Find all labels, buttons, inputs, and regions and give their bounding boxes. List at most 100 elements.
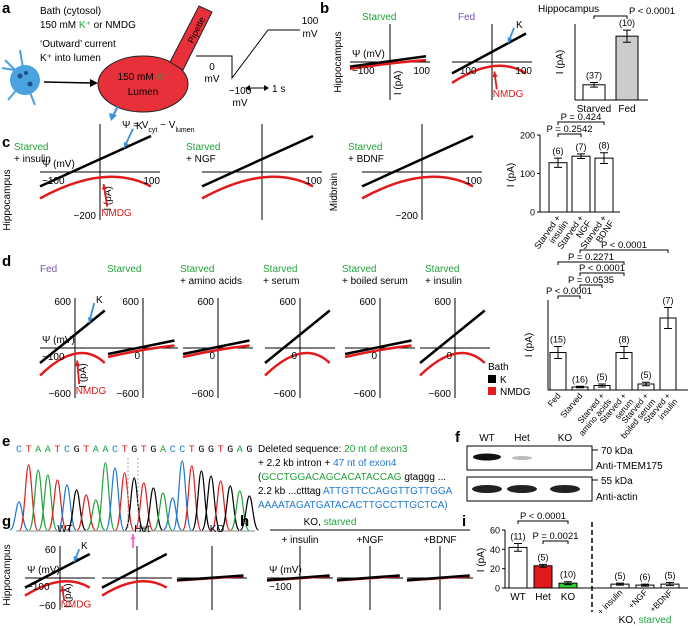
tick-label: −600: [116, 389, 139, 400]
y-tick-label: 40: [490, 545, 500, 555]
lane-label: Het: [514, 433, 530, 444]
base: T: [218, 445, 224, 456]
text-part: K⁺: [79, 20, 91, 31]
tick-label: 600: [54, 297, 71, 308]
row-label: Hippocampus: [2, 169, 13, 230]
n-label: (5): [538, 552, 549, 562]
tick-label: 60: [45, 545, 57, 556]
peak: [57, 484, 77, 531]
label: Ψ = Vcyt − Vlumen: [122, 120, 195, 134]
deleted-line: 2.2 kb ...ctttag ATTGTTCCAGGTTGTTGGA: [258, 486, 453, 497]
plot-title: + serum: [263, 276, 299, 287]
text-part: cyt: [148, 127, 157, 134]
base: A: [35, 445, 41, 456]
axis-label: I (pA): [63, 583, 74, 607]
tick-label: −600: [353, 389, 376, 400]
tick-label: −60: [39, 601, 56, 612]
p-value: P = 0.424: [561, 112, 602, 123]
voltage-protocol: [196, 29, 300, 80]
k-trace: [266, 574, 330, 582]
n-label: (5): [641, 370, 652, 380]
peak: [239, 495, 259, 531]
peak: [134, 482, 154, 531]
base: A: [102, 445, 108, 456]
axis-label: Ψ (mV): [352, 49, 385, 60]
peak: [211, 480, 231, 531]
tick-label: 600: [279, 297, 296, 308]
x-tick-label: Fed: [618, 104, 635, 115]
arrow-head: [245, 85, 250, 91]
error-bar: [554, 157, 562, 168]
nmdg-trace: [39, 175, 152, 200]
plot-title: Starved: [186, 142, 220, 153]
plot-title: Fed: [40, 264, 57, 275]
plot-title: KO: [210, 524, 225, 535]
base: T: [189, 445, 195, 456]
text-part: starved: [639, 615, 672, 626]
bar: [533, 565, 553, 589]
base: T: [122, 445, 128, 456]
peak: [105, 467, 125, 531]
peak: [220, 485, 240, 531]
trace-label: K: [96, 295, 103, 306]
n-label: (5): [665, 571, 676, 581]
panel-letter: i: [462, 513, 466, 530]
plot-title: WT: [57, 524, 73, 535]
lysosome: [27, 81, 33, 87]
bar: [548, 162, 568, 213]
label: 100: [302, 16, 319, 27]
text-part: 150 mM: [40, 20, 79, 31]
trace-label: K: [136, 121, 143, 132]
n-label: (11): [510, 532, 525, 542]
peak: [86, 499, 106, 531]
tick-label: −200: [73, 211, 96, 222]
comparison-bracket: [593, 15, 628, 19]
axis-label: Ψ (mV): [42, 159, 75, 170]
deleted-line: (GCCTGGACAGCACATACCAG gtaggg ...: [258, 472, 446, 483]
base: T: [141, 445, 147, 456]
text-part: or NMDG: [91, 20, 136, 31]
n-label: (8): [619, 335, 630, 345]
comparison-bracket: [557, 133, 582, 137]
text-part: 47 nt of exon4: [333, 458, 397, 469]
base: G: [131, 445, 137, 456]
plot-title: Starved: [348, 142, 382, 153]
x-tick-label: Starved: [577, 104, 611, 115]
bar: [571, 155, 591, 213]
k-trace: [39, 134, 152, 188]
n-label: (8): [599, 141, 610, 151]
nmdg-trace: [182, 344, 250, 359]
y-tick-label: 0: [495, 584, 500, 594]
k-trace: [406, 574, 470, 582]
label: mV: [233, 98, 248, 109]
peak: [115, 472, 135, 531]
n-label: (37): [586, 71, 602, 81]
trace-label: K: [516, 20, 523, 31]
tick-label: −100: [352, 66, 375, 77]
trace-label: NMDG: [61, 599, 92, 610]
n-label: (7): [576, 142, 587, 152]
header: KO, starved: [304, 517, 357, 528]
k-trace: [176, 574, 244, 582]
text-part: KO,: [619, 615, 639, 626]
tick-label: 100: [465, 176, 482, 187]
tick-label: 100: [305, 176, 322, 187]
y-tick-label: 60: [490, 526, 500, 536]
y-tick-label: 200: [520, 131, 535, 141]
p-value: P < 0.0001: [546, 286, 592, 297]
legend-swatch: [488, 375, 496, 383]
tick-label: −100: [454, 66, 477, 77]
tick-label: 0: [134, 351, 140, 362]
tick-label: 600: [359, 297, 376, 308]
legend-label: K: [500, 375, 507, 386]
plot-title: Starved: [425, 264, 459, 275]
label: 0: [209, 62, 215, 73]
axis-label: I (pA): [476, 548, 487, 572]
error-bar: [666, 582, 674, 587]
peak: [201, 475, 221, 531]
n-label: (10): [619, 18, 635, 28]
nmdg-trace: [264, 351, 331, 377]
base: G: [246, 445, 252, 456]
peak: [95, 462, 115, 531]
